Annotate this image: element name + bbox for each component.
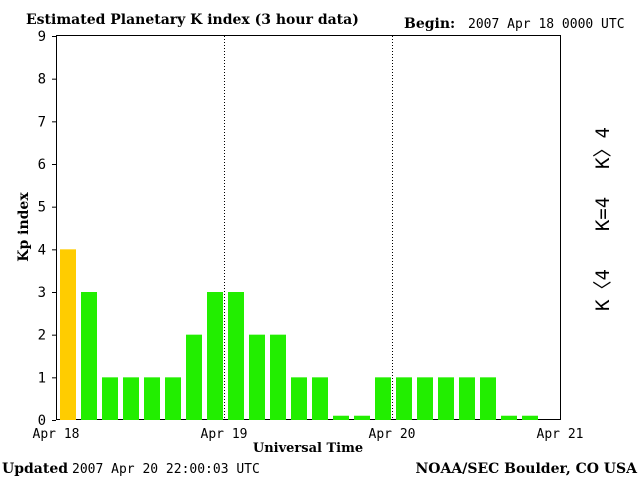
bar [480,377,496,420]
bar [438,377,454,420]
bar [249,334,265,420]
y-tick-label: 8 [38,72,46,88]
begin-value: 2007 Apr 18 0000 UTC [468,17,625,32]
begin-label: Begin: [404,16,455,32]
bar [228,292,244,420]
legend-k-less-4: K〈4 [592,269,614,311]
y-axis-label: Kp index [16,192,32,262]
x-axis: Apr 18 Apr 19 Apr 20 Apr 21 [33,427,584,442]
bar [354,415,370,420]
y-tick-label: 9 [38,29,46,45]
y-tick-label: 6 [38,157,46,173]
updated-value: 2007 Apr 20 22:00:03 UTC [72,462,260,477]
y-tick-label: 0 [38,413,46,429]
legend-k-equal-4: K=4 [592,197,614,231]
bar [522,415,538,420]
bar [102,377,118,420]
bar [123,377,139,420]
source-credit: NOAA/SEC Boulder, CO USA [416,461,639,477]
y-tick-label: 3 [38,285,46,301]
bar [291,377,307,420]
plot-frame [56,35,561,420]
bar [81,292,97,420]
legend-k-greater-4: K〉4 [592,127,614,169]
y-tick-label: 1 [38,370,46,386]
bar [333,415,349,420]
bar [60,249,76,420]
bar [459,377,475,420]
bar [396,377,412,420]
bar [501,415,517,420]
y-tick-label: 5 [38,200,46,216]
day-divider-group [224,36,393,420]
x-tick-label: Apr 21 [537,427,584,442]
y-tick-label: 7 [38,114,46,130]
y-tick-label: 2 [38,328,46,344]
bar [165,377,181,420]
y-tick-label: 4 [38,242,46,258]
x-tick-label: Apr 20 [369,427,416,442]
bar-group [60,249,538,420]
bar [270,334,286,420]
bar [312,377,328,420]
bar [186,334,202,420]
bar [144,377,160,420]
bar [375,377,391,420]
x-tick-label: Apr 18 [33,427,80,442]
chart-title: Estimated Planetary K index (3 hour data… [26,12,359,28]
x-axis-label: Universal Time [253,441,363,456]
y-axis: 0 1 2 3 4 5 6 7 8 9 [38,29,56,429]
bar [207,292,223,420]
x-tick-label: Apr 19 [201,427,248,442]
bar [417,377,433,420]
updated-label: Updated [2,461,68,477]
